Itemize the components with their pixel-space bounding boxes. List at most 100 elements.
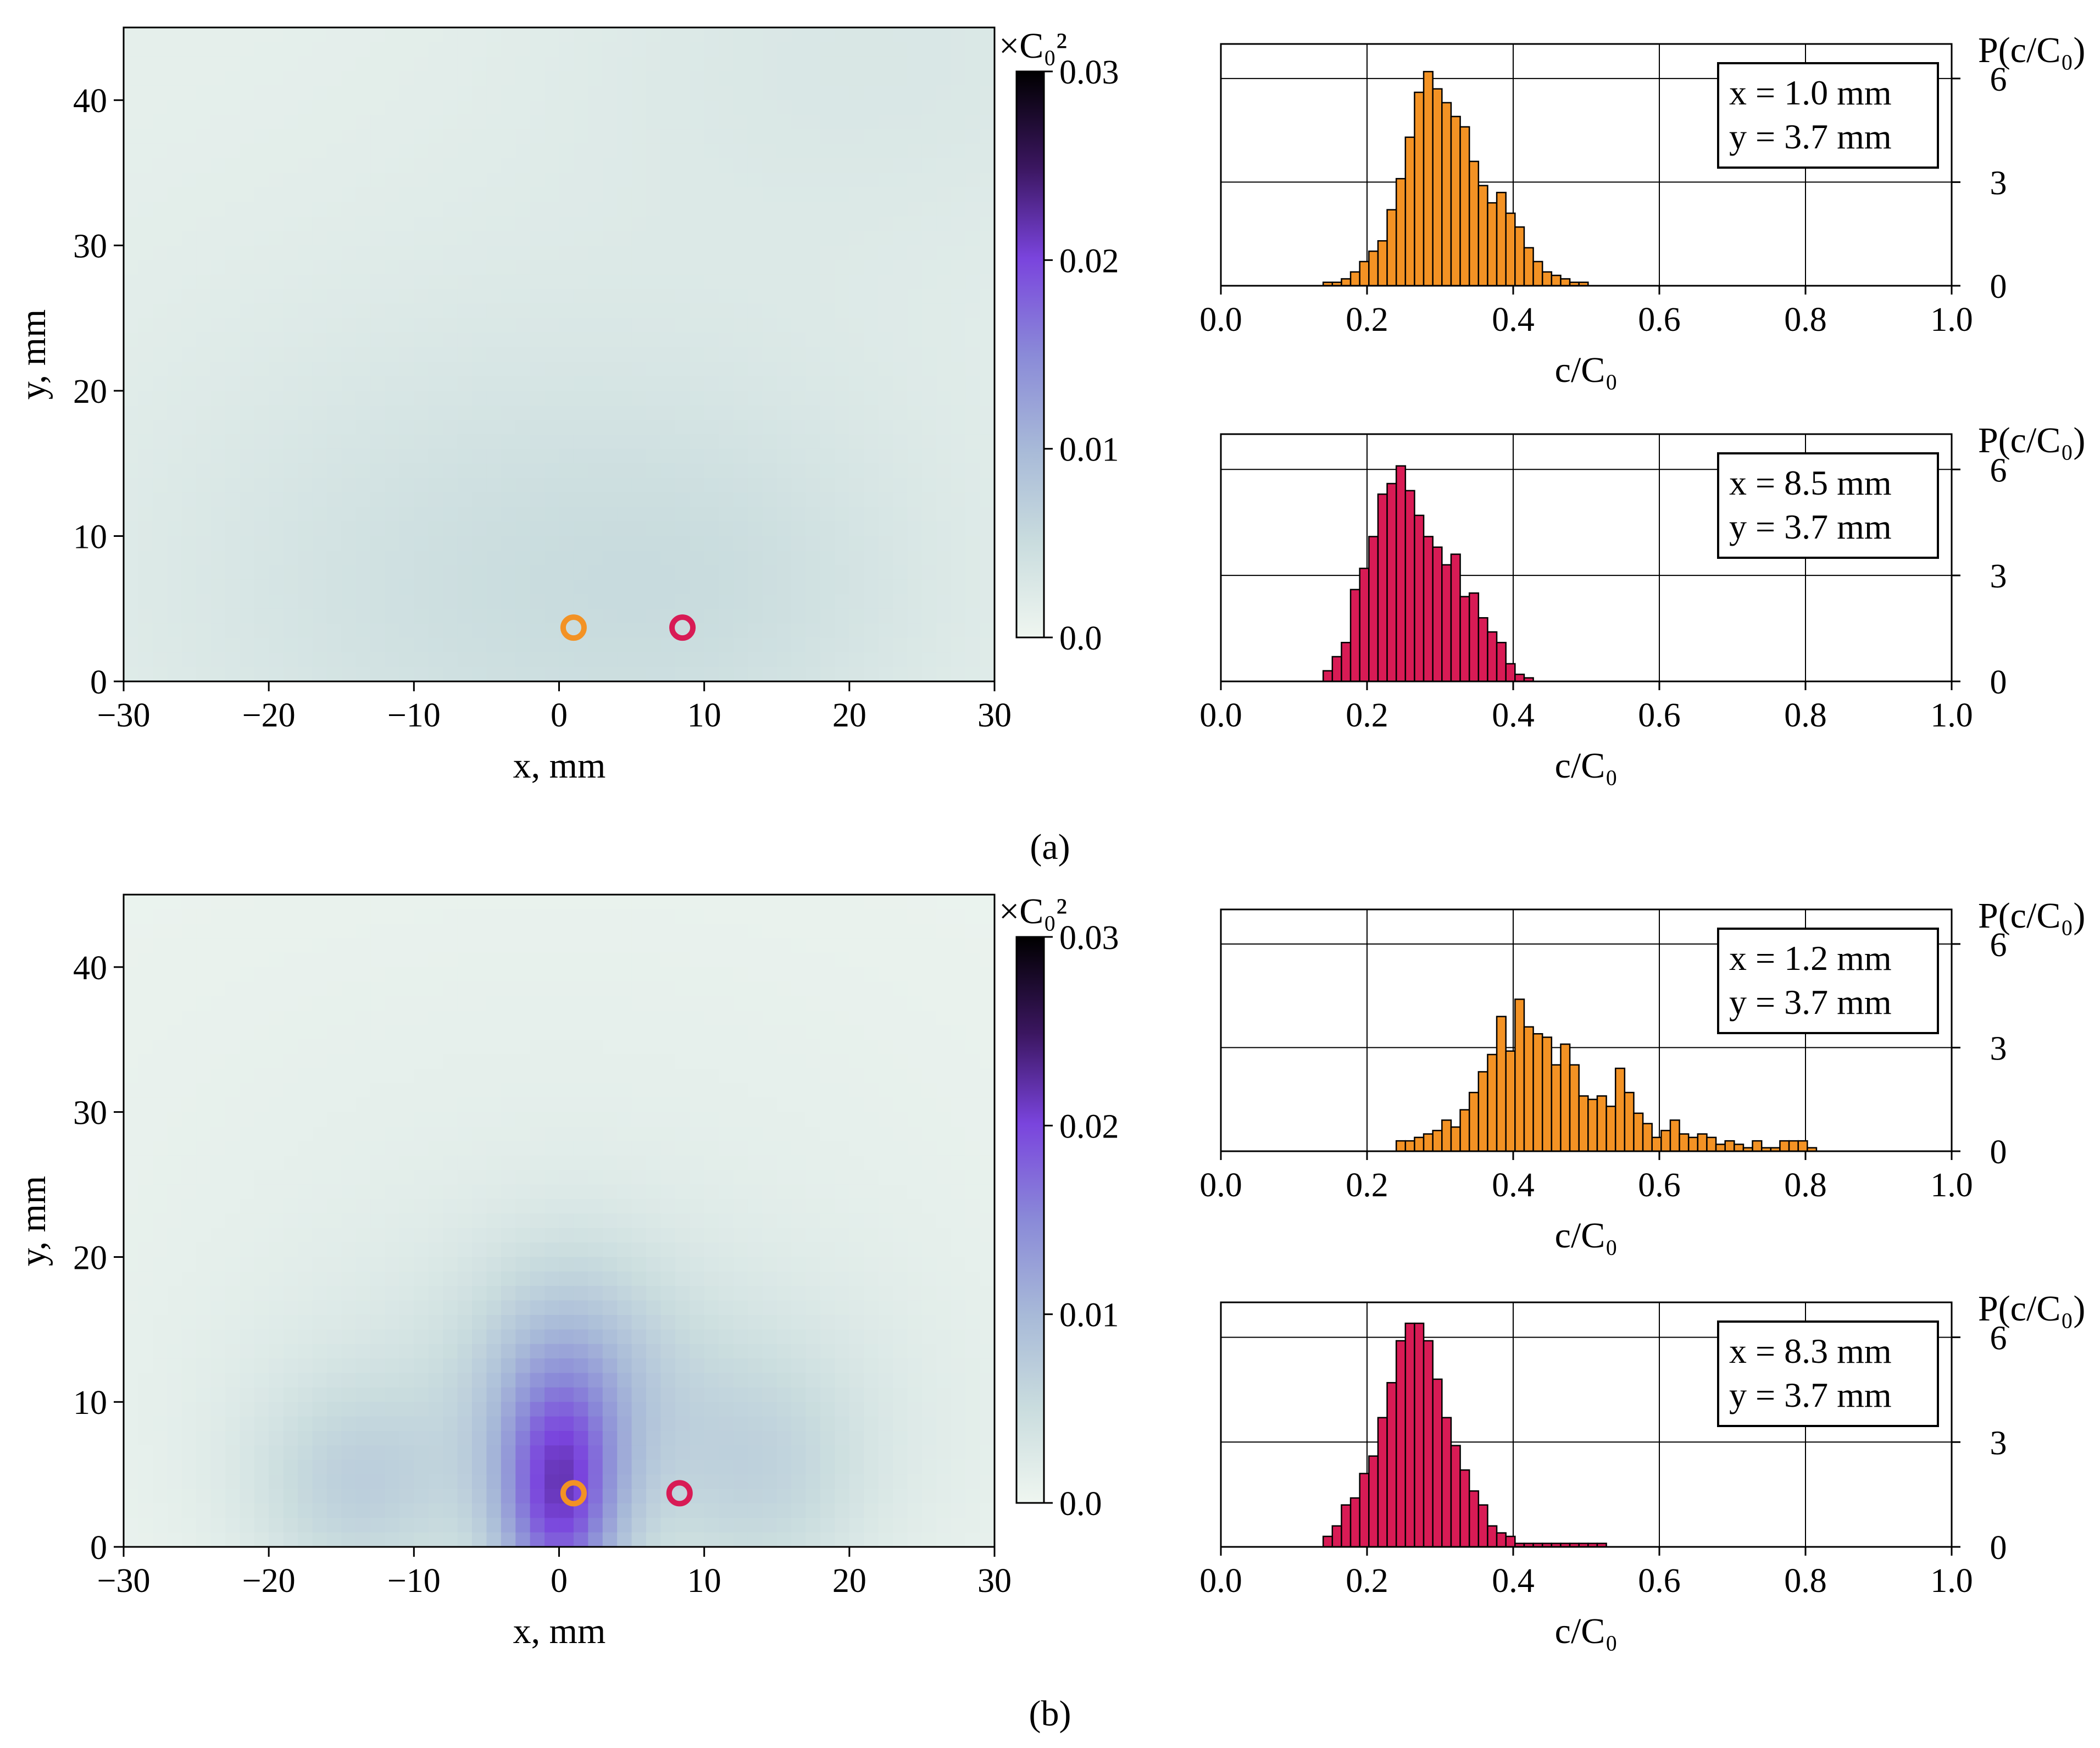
heatmap-cell xyxy=(196,1083,212,1098)
heatmap-cell xyxy=(472,1358,487,1374)
heatmap-cell xyxy=(631,1068,647,1084)
heatmap-cell xyxy=(936,492,952,508)
heatmap-cell xyxy=(428,245,443,260)
heatmap-cell xyxy=(254,492,269,508)
heatmap-cell xyxy=(355,623,371,639)
heatmap-cell xyxy=(326,1213,342,1229)
heatmap-cell xyxy=(835,448,850,464)
heatmap-cell xyxy=(791,478,807,493)
heatmap-cell xyxy=(631,565,647,580)
heatmap-cell xyxy=(573,1112,589,1127)
heatmap-cell xyxy=(283,1155,298,1170)
heatmap-cell xyxy=(675,318,691,334)
heatmap-cell xyxy=(791,1271,807,1286)
heatmap-cell xyxy=(385,42,400,57)
heatmap-cell xyxy=(965,362,981,377)
heatmap-cell xyxy=(486,202,502,217)
histogram-a2-frame xyxy=(1220,433,1953,682)
heatmap-cell xyxy=(602,158,618,174)
heatmap-cell xyxy=(951,565,966,580)
heatmap-cell xyxy=(501,1155,516,1170)
heatmap-cell xyxy=(269,1184,284,1200)
heatmap-cell xyxy=(980,952,995,968)
heatmap-cell xyxy=(472,1083,487,1098)
heatmap-cell xyxy=(602,100,618,115)
heatmap-cell xyxy=(414,623,429,639)
heatmap-cell xyxy=(907,303,923,319)
heatmap-cell xyxy=(457,623,473,639)
heatmap-cell xyxy=(835,85,850,101)
heatmap-cell xyxy=(747,187,763,203)
heatmap-cell xyxy=(820,391,836,406)
heatmap-cell xyxy=(414,448,429,464)
heatmap-cell xyxy=(835,952,850,968)
heatmap-cell xyxy=(370,158,386,174)
heatmap-cell xyxy=(385,231,400,246)
heatmap-cell xyxy=(776,938,792,953)
heatmap-cell xyxy=(719,1242,734,1258)
heatmap-cell xyxy=(530,434,545,450)
heatmap-cell xyxy=(864,909,879,924)
heatmap-cell xyxy=(965,1344,981,1359)
heatmap-cell xyxy=(428,1271,443,1286)
heatmap-cell xyxy=(414,1329,429,1345)
heatmap-cell xyxy=(588,231,603,246)
heatmap-cell xyxy=(254,347,269,363)
heatmap-cell xyxy=(951,1155,966,1170)
heatmap-cell xyxy=(486,507,502,522)
heatmap-cell xyxy=(545,923,560,939)
heatmap-cell xyxy=(210,521,226,537)
heatmap-cell xyxy=(878,463,893,479)
heatmap-cell xyxy=(269,1011,284,1026)
heatmap-cell xyxy=(936,1286,952,1301)
heatmap-cell xyxy=(240,114,255,130)
histogram-bar xyxy=(1441,102,1452,287)
heatmap-cell xyxy=(472,536,487,551)
heatmap-cell xyxy=(733,1011,748,1026)
heatmap-cell xyxy=(791,1286,807,1301)
heatmap-cell xyxy=(704,420,719,435)
heatmap-cell xyxy=(965,1257,981,1272)
heatmap-cell xyxy=(545,1286,560,1301)
heatmap-cell xyxy=(617,42,632,57)
heatmap-cell xyxy=(240,895,255,910)
heatmap-cell xyxy=(675,347,691,363)
heatmap-cell xyxy=(181,1141,197,1156)
heatmap-cell xyxy=(864,448,879,464)
heatmap-cell xyxy=(472,245,487,260)
heatmap-cell xyxy=(660,173,676,188)
heatmap-cell xyxy=(355,996,371,1011)
heatmap-cell xyxy=(805,938,821,953)
heatmap-cell xyxy=(573,42,589,57)
heatmap-cell xyxy=(747,173,763,188)
heatmap-cell xyxy=(124,1257,139,1272)
heatmap-cell xyxy=(864,1112,879,1127)
heatmap-cell xyxy=(878,318,893,334)
heatmap-cell xyxy=(893,594,908,609)
heatmap-cell xyxy=(312,391,327,406)
heatmap-cell xyxy=(326,1228,342,1243)
heatmap-cell xyxy=(515,1329,531,1345)
heatmap-cell xyxy=(312,1097,327,1113)
heatmap-cell xyxy=(472,274,487,290)
heatmap-cell xyxy=(617,1300,632,1316)
heatmap-cell xyxy=(893,274,908,290)
heatmap-cell xyxy=(124,608,139,624)
heatmap-cell xyxy=(849,158,865,174)
heatmap-cell xyxy=(559,507,574,522)
heatmap-cell xyxy=(326,1083,342,1098)
heatmap-cell xyxy=(965,1387,981,1403)
heatmap-cell xyxy=(152,303,168,319)
histogram-a1-legend: x = 1.0 mm y = 3.7 mm xyxy=(1717,62,1939,169)
heatmap-cell xyxy=(951,1358,966,1374)
heatmap-cell xyxy=(210,909,226,924)
heatmap-cell xyxy=(805,1300,821,1316)
heatmap-cell xyxy=(704,216,719,232)
heatmap-cell xyxy=(298,434,313,450)
heatmap-cell xyxy=(370,100,386,115)
heatmap-cell xyxy=(878,909,893,924)
heatmap-cell xyxy=(501,1039,516,1055)
heatmap-cell xyxy=(965,521,981,537)
heatmap-cell xyxy=(849,1025,865,1040)
heatmap-cell xyxy=(414,652,429,668)
